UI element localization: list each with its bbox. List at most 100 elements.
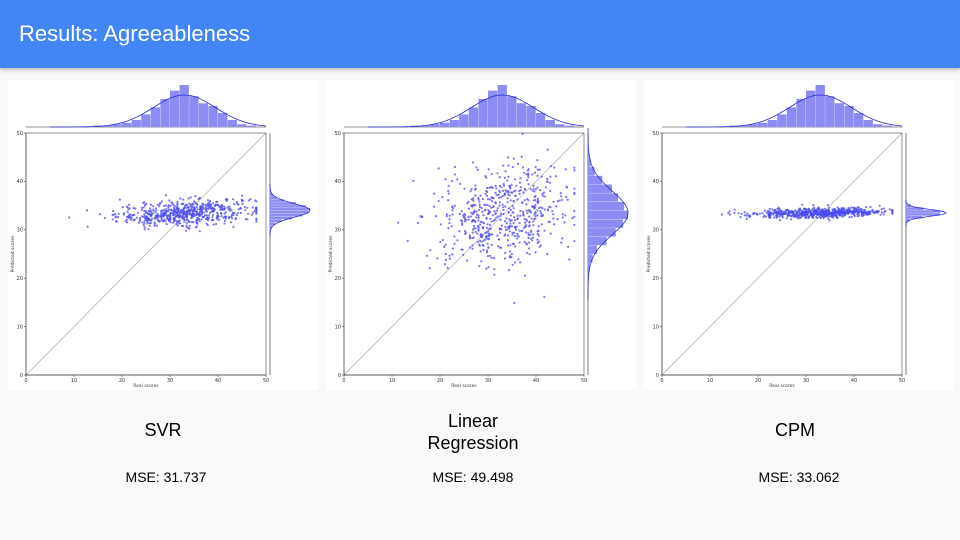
scatter-point	[496, 172, 499, 175]
scatter-point	[479, 220, 482, 223]
scatter-point	[244, 218, 247, 221]
scatter-point	[467, 200, 470, 203]
y-tick-label: 20	[653, 276, 659, 282]
scatter-point	[186, 213, 189, 216]
scatter-point	[159, 212, 163, 215]
scatter-point	[121, 206, 124, 209]
scatter-point	[467, 215, 470, 218]
mse-cpm: MSE: 33.062	[758, 469, 840, 485]
right-histogram-bar	[906, 207, 924, 210]
scatter-point	[529, 237, 533, 240]
scatter-point	[818, 207, 821, 211]
scatter-point	[146, 222, 149, 225]
scatter-point	[211, 210, 214, 213]
scatter-point	[870, 210, 873, 213]
scatter-point	[196, 203, 199, 206]
scatter-point	[573, 166, 576, 169]
scatter-point	[223, 212, 226, 215]
top-histogram-bar	[815, 85, 825, 127]
top-histogram-bar	[208, 106, 218, 127]
scatter-point	[481, 197, 484, 201]
scatter-point	[784, 212, 787, 215]
scatter-point	[522, 191, 525, 194]
scatter-point	[540, 175, 543, 178]
scatter-point	[825, 213, 828, 216]
scatter-point	[768, 207, 771, 210]
scatter-point	[536, 232, 539, 235]
scatter-point	[194, 195, 197, 198]
y-tick-label: 0	[656, 373, 659, 379]
scatter-point	[523, 199, 526, 202]
scatter-point	[164, 213, 167, 217]
scatter-point	[879, 213, 882, 216]
scatter-point	[223, 208, 226, 211]
scatter-point	[501, 195, 504, 198]
scatter-point	[140, 206, 143, 209]
scatter-point	[508, 226, 511, 229]
scatter-point	[785, 217, 788, 220]
scatter-point	[551, 210, 554, 213]
scatter-point	[198, 213, 201, 216]
scatter-point	[787, 212, 790, 216]
scatter-point	[519, 214, 522, 217]
scatter-point	[560, 241, 563, 244]
right-histogram-bar	[906, 218, 910, 222]
slide-header: Results: Agreeableness	[0, 0, 960, 68]
scatter-point	[797, 210, 800, 213]
scatter-point	[807, 217, 810, 220]
right-histogram-bar	[906, 204, 911, 207]
scatter-point	[212, 213, 215, 216]
scatter-point	[118, 198, 121, 201]
scatter-point	[147, 228, 150, 231]
scatter-point	[426, 254, 429, 257]
top-histogram-bar	[873, 124, 883, 127]
scatter-point	[552, 213, 555, 216]
y-tick-label: 40	[17, 179, 23, 185]
scatter-point	[561, 198, 564, 201]
scatter-point	[498, 204, 501, 207]
scatter-point	[443, 263, 447, 266]
scatter-point	[523, 217, 526, 221]
y-axis-label: Predicted scores	[328, 235, 334, 273]
scatter-point	[530, 217, 533, 220]
scatter-point	[525, 209, 528, 212]
scatter-point	[772, 213, 775, 216]
scatter-point	[861, 211, 864, 214]
scatter-point	[507, 189, 510, 192]
scatter-point	[504, 233, 507, 236]
top-histogram-bar	[112, 124, 122, 127]
scatter-point	[125, 215, 129, 218]
scatter-point	[558, 199, 561, 202]
scatter-point	[150, 217, 154, 220]
scatter-point	[115, 220, 118, 223]
scatter-point	[507, 193, 510, 196]
scatter-point	[149, 214, 152, 217]
scatter-point	[236, 202, 239, 205]
y-tick-label: 10	[653, 324, 659, 330]
right-histogram-bar	[270, 205, 307, 208]
scatter-point	[745, 217, 748, 220]
scatter-point	[528, 215, 531, 218]
scatter-point	[190, 221, 194, 224]
scatter-point	[485, 237, 489, 240]
scatter-point	[813, 209, 816, 212]
scatter-point	[538, 168, 541, 171]
scatter-point	[210, 219, 213, 222]
scatter-point	[184, 229, 188, 232]
scatter-point	[486, 186, 489, 190]
scatter-point	[173, 208, 176, 211]
top-histogram-bar	[806, 90, 816, 127]
slide-title: Results: Agreeableness	[19, 21, 251, 46]
scatter-point	[812, 212, 815, 215]
scatter-point	[174, 215, 178, 218]
scatter-point	[494, 202, 497, 205]
scatter-point	[516, 234, 519, 237]
scatter-point	[513, 235, 516, 238]
scatter-point	[890, 208, 893, 212]
scatter-point	[208, 204, 211, 208]
scatter-point	[188, 224, 191, 227]
scatter-point	[167, 206, 170, 209]
scatter-point	[181, 217, 184, 220]
scatter-point	[494, 212, 497, 215]
right-histogram-bar	[588, 219, 624, 228]
